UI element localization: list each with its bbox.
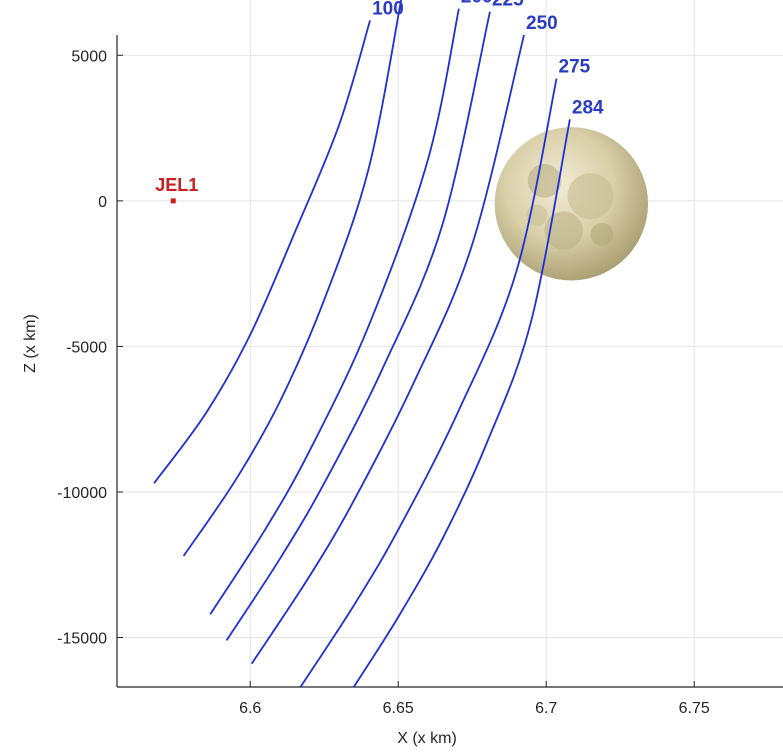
series-line-275: [299, 78, 558, 687]
series-label-200: 200: [461, 0, 493, 8]
plot-background: [117, 0, 783, 687]
y-tick-label: 0: [98, 194, 107, 211]
y-tick-label: -5000: [66, 339, 107, 356]
series-label-284: 284: [572, 97, 604, 118]
series-label-250: 250: [526, 13, 558, 34]
series-line-150: [182, 0, 403, 557]
moon-patch: [567, 173, 614, 220]
series-line-284: [353, 119, 571, 687]
moon-patch: [544, 211, 583, 250]
labels-layer: 100150200225250275284JEL1: [155, 0, 604, 204]
marker-label: JEL1: [155, 175, 198, 195]
y-tick-label: -15000: [57, 631, 107, 648]
moon-layer: [494, 127, 649, 281]
series-label-225: 225: [492, 0, 524, 11]
series-label-100: 100: [372, 0, 404, 19]
x-tick-label: 6.65: [383, 700, 414, 717]
series-layer: [153, 0, 571, 687]
y-axis-title: Z (x km): [22, 314, 39, 373]
x-axis-title: X (x km): [397, 730, 457, 747]
series-line-250: [250, 34, 525, 665]
y-tick-label: 5000: [71, 48, 107, 65]
x-tick-label: 6.75: [679, 700, 710, 717]
series-label-275: 275: [559, 57, 591, 78]
x-tick-label: 6.7: [535, 700, 557, 717]
moon-patch: [590, 222, 614, 246]
y-tick-label: -10000: [57, 485, 107, 502]
marker-point: [170, 198, 176, 204]
x-tick-label: 6.6: [239, 700, 261, 717]
series-line-100: [153, 20, 371, 484]
series-line-200: [209, 8, 460, 615]
axes: 6.66.656.76.756.850000-5000-10000-15000: [57, 35, 783, 717]
series-line-225: [225, 11, 491, 641]
